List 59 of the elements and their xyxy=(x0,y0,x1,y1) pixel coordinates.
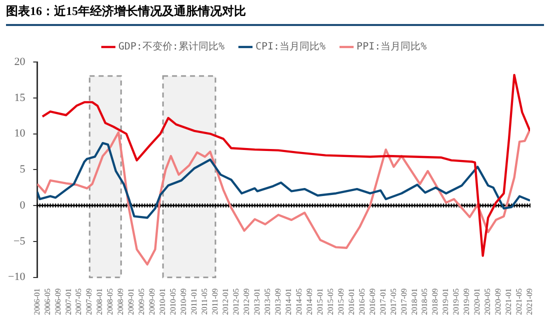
legend-label: PPI:当月同比% xyxy=(356,40,427,53)
x-tick-label: 2015-05 xyxy=(326,288,335,316)
x-tick-label: 2018-09 xyxy=(430,288,440,316)
x-tick-label: 2012-09 xyxy=(242,288,251,316)
x-tick-label: 2014-01 xyxy=(284,288,293,316)
x-tick-label: 2011-05 xyxy=(200,288,210,315)
x-tick-label: 2016-05 xyxy=(357,288,366,316)
y-tick-label: −5 xyxy=(13,235,26,248)
x-tick-label: 2013-01 xyxy=(252,288,262,316)
x-tick-label: 2007-05 xyxy=(74,288,84,316)
y-tick-label: −10 xyxy=(8,271,26,284)
x-tick-label: 2006-05 xyxy=(42,288,52,316)
x-tick-label: 2011-01 xyxy=(190,288,199,315)
legend-label: CPI:当月同比% xyxy=(255,40,326,53)
x-tick-label: 2017-01 xyxy=(378,288,388,316)
y-tick-label: 5 xyxy=(20,164,26,176)
x-tick-label: 2019-05 xyxy=(452,288,461,316)
x-tick-label: 2014-09 xyxy=(304,288,314,316)
x-tick-label: 2021-09 xyxy=(525,288,534,316)
y-tick-label: 0 xyxy=(20,199,26,212)
chart-title: 图表16：近15年经济增长情况及通胀情况对比 xyxy=(6,0,544,26)
x-tick-label: 2014-05 xyxy=(294,288,304,316)
x-tick-label: 2009-05 xyxy=(137,288,146,316)
x-tick-label: 2008-09 xyxy=(116,288,126,316)
x-tick-label: 2017-09 xyxy=(399,288,408,316)
x-tick-label: 2018-05 xyxy=(420,288,430,316)
x-tick-label: 2019-09 xyxy=(462,288,472,316)
x-tick-label: 2015-01 xyxy=(315,288,324,316)
x-tick-label: 2010-01 xyxy=(158,288,168,316)
legend-label: GDP:不变价:累计同比% xyxy=(118,40,224,53)
x-tick-label: 2021-05 xyxy=(514,288,524,316)
x-tick-label: 2008-05 xyxy=(106,288,115,316)
x-tick-label: 2010-09 xyxy=(179,288,188,316)
x-tick-label: 2009-01 xyxy=(126,288,136,316)
x-tick-label: 2006-09 xyxy=(53,288,62,316)
x-tick-label: 2009-09 xyxy=(148,288,157,316)
x-tick-label: 2008-01 xyxy=(95,288,104,316)
x-tick-label: 2012-01 xyxy=(221,288,230,316)
x-tick-label: 2013-05 xyxy=(262,288,272,316)
x-tick-label: 2020-09 xyxy=(494,288,503,316)
y-tick-label: 10 xyxy=(14,128,26,140)
y-tick-label: 20 xyxy=(14,56,26,68)
x-tick-label: 2007-01 xyxy=(64,288,73,316)
y-tick-label: 15 xyxy=(14,92,26,104)
x-tick-label: 2011-09 xyxy=(210,288,220,315)
x-tick-label: 2013-09 xyxy=(273,288,282,316)
x-tick-label: 2010-05 xyxy=(168,288,178,316)
x-tick-label: 2007-09 xyxy=(84,288,94,316)
x-tick-label: 2012-05 xyxy=(232,288,241,316)
x-tick-label: 2019-01 xyxy=(441,288,450,316)
x-tick-label: 2016-01 xyxy=(346,288,356,316)
x-tick-label: 2017-05 xyxy=(388,288,398,316)
x-tick-label: 2020-05 xyxy=(483,288,492,316)
x-tick-label: 2006-01 xyxy=(32,288,42,316)
x-tick-label: 2018-01 xyxy=(410,288,419,316)
x-tick-label: 2020-01 xyxy=(472,288,482,316)
x-tick-label: 2015-09 xyxy=(336,288,346,316)
x-tick-label: 2016-09 xyxy=(368,288,377,316)
x-tick-label: 2021-01 xyxy=(504,288,514,316)
